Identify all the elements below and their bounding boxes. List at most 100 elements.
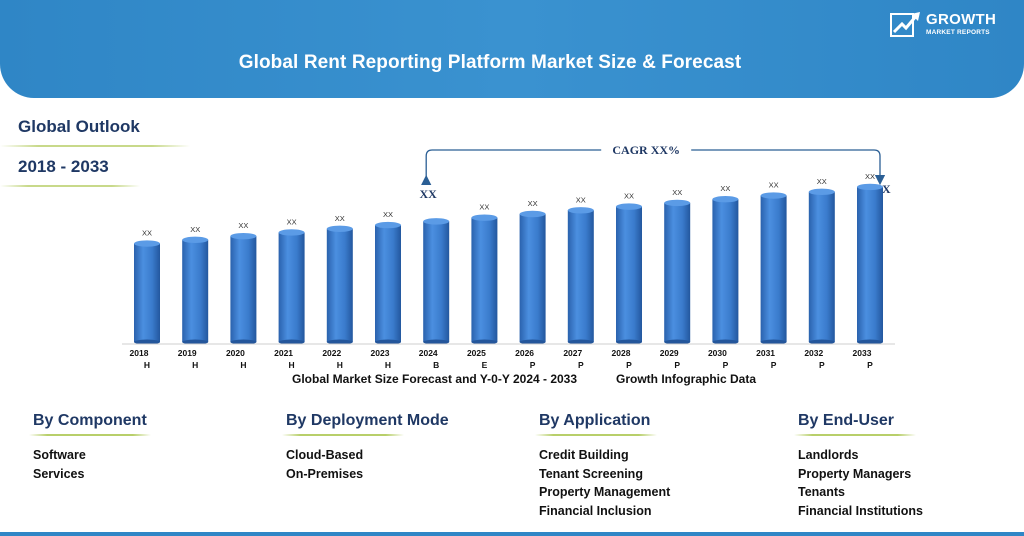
x-tick-suffix: P (819, 360, 825, 370)
bar-body (471, 217, 498, 342)
cagr-label: CAGR XX% (612, 143, 680, 157)
segment-end-user: By End-User Landlords Property Managers … (794, 412, 1024, 520)
segment-title: By Component (33, 412, 147, 429)
x-tick-label: 2030 (708, 348, 727, 358)
x-tick-suffix: H (385, 360, 391, 370)
bar-base (616, 339, 642, 345)
x-tick-label: 2021 (274, 348, 293, 358)
bar-base (857, 339, 883, 345)
divider (535, 434, 657, 436)
bar-body (519, 214, 546, 342)
bar-body (857, 186, 883, 342)
bar-2019: XX (182, 225, 209, 345)
bar-cap (519, 210, 546, 218)
bar-cap (278, 229, 305, 236)
x-tick-label: 2031 (756, 348, 775, 358)
bar-2033: XX (857, 172, 883, 345)
x-tick-suffix: H (192, 360, 198, 370)
x-tick-label: 2026 (515, 348, 534, 358)
bar-2022: XX (326, 214, 353, 345)
page-title: Global Rent Reporting Platform Market Si… (238, 52, 742, 73)
bar-body (326, 228, 353, 342)
segment-item: On-Premises (286, 466, 364, 481)
x-tick-label: 2024 (419, 348, 438, 358)
segment-item: Software (33, 448, 86, 462)
data-label: XX (287, 217, 297, 226)
bar-base (326, 339, 353, 345)
bar-base (278, 339, 305, 345)
bar-body (230, 236, 257, 342)
segment-item: Tenant Screening (539, 466, 643, 481)
x-tick-suffix: P (771, 360, 777, 370)
bar-body (423, 221, 450, 342)
data-label: XX (528, 199, 538, 208)
bar-base (471, 339, 498, 345)
data-label: XX (190, 225, 200, 234)
x-tick-suffix: H (240, 360, 246, 370)
data-label: XX (672, 188, 682, 197)
bar-2020: XX (230, 221, 257, 345)
data-label: XX (624, 192, 634, 201)
bar-base (230, 339, 257, 345)
segment-item: Cloud-Based (286, 448, 364, 462)
bar-base (375, 339, 401, 345)
x-tick-suffix: H (289, 360, 295, 370)
bar-2029: XX (664, 188, 691, 345)
bar-2027: XX (567, 195, 594, 345)
data-label: XX (865, 172, 875, 181)
x-tick-suffix: H (337, 360, 343, 370)
x-tick-suffix: P (578, 360, 584, 370)
x-tick-suffix: P (626, 360, 632, 370)
bar-2028: XX (616, 192, 642, 345)
data-label: XX (142, 229, 152, 238)
segment-application: By Application Credit Building Tenant Sc… (535, 412, 779, 520)
bar-2025: XX (471, 203, 498, 345)
market-size-bar-chart: CAGR XX% XX XX XX XX XX XX XX XX XX XX XX XX XX XX XX X… (122, 143, 895, 370)
footer-divider (0, 532, 1024, 536)
outlook-years: 2018 - 2033 (18, 157, 109, 176)
data-label: XX (335, 214, 345, 223)
bar-cap (712, 196, 739, 203)
bar-body (808, 191, 835, 342)
segment-item: Landlords (798, 448, 859, 462)
brand-logo: GROWTH MARKET REPORTS (890, 10, 1010, 42)
outlook-label: Global Outlook (18, 117, 140, 136)
data-label: XX (576, 195, 586, 204)
bar-body (134, 243, 160, 342)
segment-item: Services (33, 466, 85, 481)
x-tick-label: 2022 (322, 348, 341, 358)
segment-component: By Component Software Services (29, 412, 273, 483)
bar-base (519, 339, 546, 345)
x-tick-label: 2020 (226, 348, 245, 358)
x-tick-label: 2028 (612, 348, 631, 358)
bar-base (712, 339, 739, 345)
bar-cap (857, 183, 883, 191)
divider (0, 185, 140, 187)
segment-title: By End-User (798, 412, 895, 429)
bar-cap (423, 218, 450, 225)
bar-2031: XX (760, 181, 787, 345)
x-tick-label: 2032 (804, 348, 823, 358)
bar-cap (326, 225, 353, 232)
data-label: XX (238, 221, 248, 230)
x-tick-suffix: B (433, 360, 439, 370)
data-label: XX (817, 177, 827, 186)
x-tick-suffix: P (674, 360, 680, 370)
data-label: XX (769, 181, 779, 190)
cagr-bracket-left (421, 149, 602, 186)
cagr-bracket-right (691, 149, 886, 186)
bar-body (712, 199, 739, 342)
segment-item: Tenants (798, 485, 845, 499)
bar-body (278, 232, 305, 342)
x-tick-label: 2019 (178, 348, 197, 358)
bar-body (760, 195, 787, 342)
logo-word: GROWTH (926, 11, 997, 28)
segment-item: Property Management (539, 485, 671, 499)
bar-base (182, 339, 209, 345)
x-tick-label: 2029 (660, 348, 679, 358)
bar-body (616, 206, 642, 342)
bar-2032: XX (808, 177, 835, 345)
x-tick-label: 2023 (371, 348, 390, 358)
cagr-start-label: XX (420, 187, 438, 201)
bar-2023: XX (375, 210, 401, 345)
